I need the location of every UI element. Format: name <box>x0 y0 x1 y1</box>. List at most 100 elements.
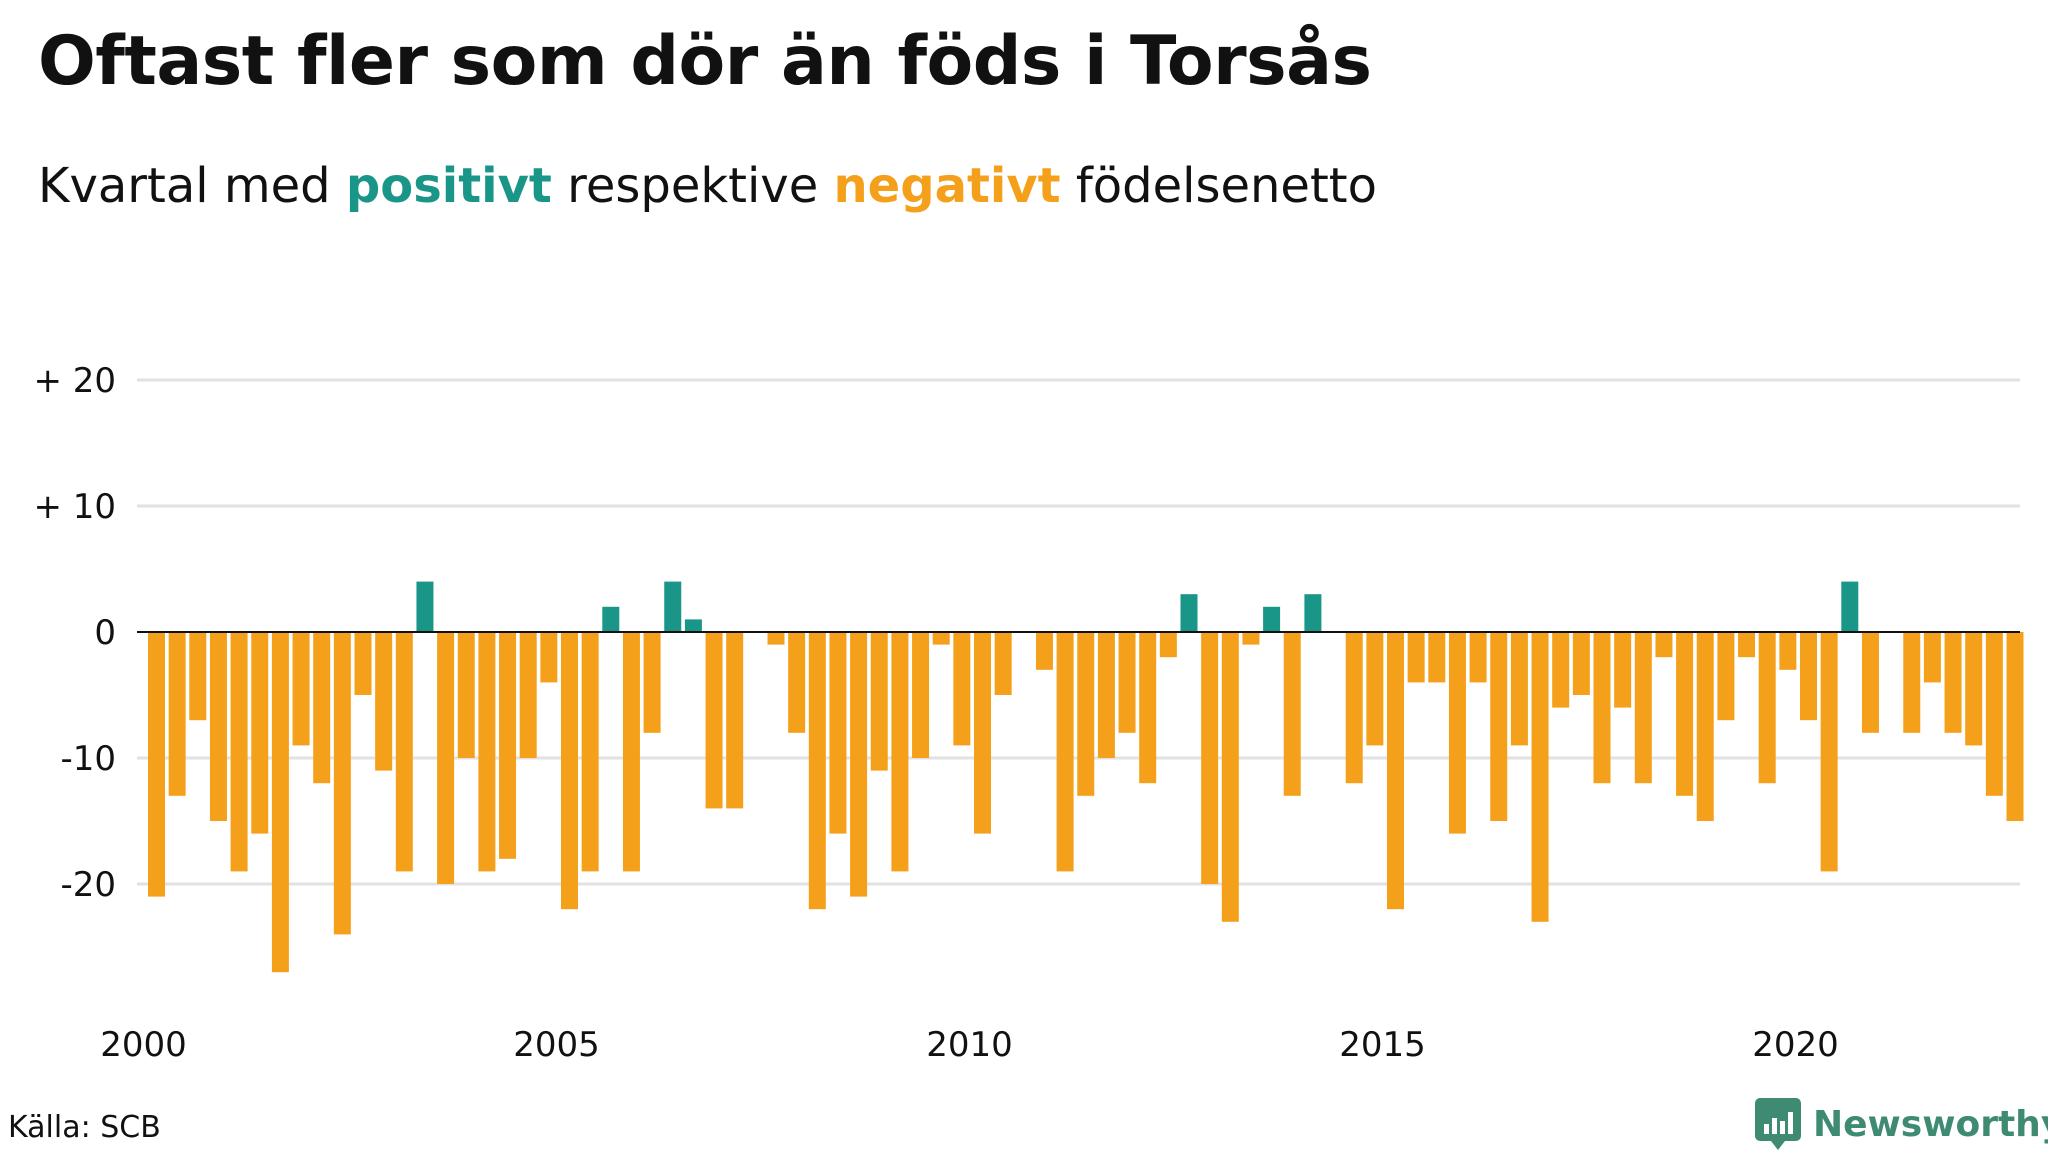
bar <box>870 632 888 771</box>
chart-title: Oftast fler som dör än föds i Torsås <box>38 22 1372 101</box>
bar <box>478 632 496 872</box>
subtitle-negative-word: negativt <box>833 158 1061 214</box>
bar <box>437 632 455 884</box>
bar <box>643 632 661 733</box>
bar <box>1593 632 1611 784</box>
bar <box>1304 594 1322 632</box>
bar <box>189 632 207 721</box>
bar <box>684 619 702 632</box>
y-tick-label: -20 <box>60 865 116 905</box>
bar <box>1861 632 1879 733</box>
bar <box>1965 632 1983 746</box>
bars <box>148 581 2024 973</box>
bar <box>251 632 269 834</box>
bar <box>581 632 599 872</box>
bar <box>209 632 227 821</box>
bar <box>1510 632 1528 746</box>
brand-name: Newsworthy <box>1813 1103 2048 1145</box>
y-tick-label: 0 <box>94 613 116 653</box>
bar <box>726 632 744 809</box>
bar <box>1283 632 1301 796</box>
source-label: Källa: SCB <box>8 1110 161 1145</box>
bar <box>561 632 578 910</box>
bar <box>1614 632 1632 708</box>
bar <box>519 632 537 758</box>
bar <box>1221 632 1239 922</box>
bar <box>994 632 1012 695</box>
bar <box>850 632 868 897</box>
bar <box>664 581 682 632</box>
bar <box>313 632 331 784</box>
subtitle-positive-word: positivt <box>345 158 552 214</box>
bar <box>1056 632 1074 872</box>
bar <box>168 632 186 796</box>
bar <box>974 632 991 834</box>
chart-subtitle: Kvartal med positivt respektive negativt… <box>38 158 1377 214</box>
bar <box>230 632 248 872</box>
bar <box>1841 581 1859 632</box>
bar <box>1903 632 1921 733</box>
bar <box>375 632 393 771</box>
bar <box>395 632 413 872</box>
bar <box>788 632 806 733</box>
bar <box>1366 632 1384 746</box>
bar <box>808 632 826 910</box>
bar <box>1985 632 2003 796</box>
bar <box>1448 632 1466 834</box>
bar <box>1923 632 1941 683</box>
bar <box>271 632 289 973</box>
bar <box>953 632 971 746</box>
bar <box>1118 632 1136 733</box>
y-tick-label: + 20 <box>33 361 116 401</box>
subtitle-middle: respektive <box>551 158 834 214</box>
bar <box>416 581 434 632</box>
bar <box>1387 632 1404 910</box>
bar <box>1696 632 1714 821</box>
bar <box>1758 632 1776 784</box>
x-tick-label: 2010 <box>926 1025 1013 1065</box>
bar <box>1345 632 1363 784</box>
bar <box>2006 632 2024 821</box>
bar <box>912 632 930 758</box>
bar <box>292 632 310 746</box>
bar <box>932 632 950 645</box>
bar <box>1139 632 1157 784</box>
bar <box>1779 632 1797 670</box>
bar <box>1738 632 1756 658</box>
x-axis-labels: 2000 2005 2010 2015 2020 <box>100 1025 1839 1065</box>
bar <box>1180 594 1198 632</box>
bar <box>457 632 475 758</box>
bar <box>891 632 909 872</box>
y-tick-label: + 10 <box>33 487 116 527</box>
bar <box>1717 632 1735 721</box>
x-tick-label: 2000 <box>100 1025 187 1065</box>
bar <box>602 606 620 632</box>
bar <box>1655 632 1673 658</box>
bar <box>333 632 351 935</box>
y-tick-label: -10 <box>60 739 116 779</box>
x-tick-label: 2015 <box>1339 1025 1426 1065</box>
bar <box>1490 632 1508 821</box>
bar <box>1469 632 1487 683</box>
bar <box>1242 632 1260 645</box>
bar <box>1035 632 1053 670</box>
bar <box>1428 632 1446 683</box>
bar <box>354 632 372 695</box>
bar <box>540 632 558 683</box>
bar-chart-badge-icon <box>1755 1098 1801 1150</box>
x-tick-label: 2020 <box>1752 1025 1839 1065</box>
bar <box>767 632 785 645</box>
x-tick-label: 2005 <box>513 1025 600 1065</box>
bar <box>1800 632 1817 721</box>
brand-logo: Newsworthy <box>1755 1098 2048 1150</box>
bar <box>705 632 723 809</box>
bar <box>622 632 640 872</box>
y-axis-labels: + 20 + 10 0 -10 -20 <box>33 361 116 905</box>
bar <box>829 632 847 834</box>
bar <box>1201 632 1219 884</box>
subtitle-prefix: Kvartal med <box>38 158 346 214</box>
bar <box>1572 632 1590 695</box>
bar <box>1407 632 1425 683</box>
bar <box>1263 606 1281 632</box>
bar <box>1634 632 1652 784</box>
